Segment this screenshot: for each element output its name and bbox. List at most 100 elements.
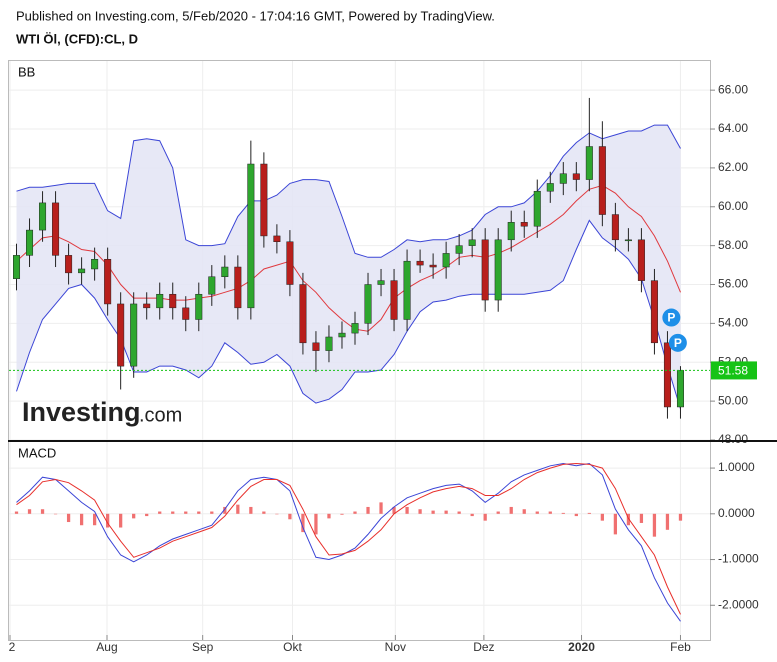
last-price-label: 51.58 xyxy=(718,364,748,378)
band-line xyxy=(16,184,681,332)
histogram-bar xyxy=(119,513,123,528)
chart-title: WTI Öl, (CFD):CL, D xyxy=(16,31,138,46)
candle-body xyxy=(390,280,398,320)
candle-body xyxy=(572,173,580,180)
histogram-bar xyxy=(53,513,58,515)
candle-body xyxy=(182,307,190,320)
histogram-bar xyxy=(275,513,279,515)
y-tick-label: -2.0000 xyxy=(718,597,759,611)
y-tick-label: 1.0000 xyxy=(718,460,755,474)
histogram-bar xyxy=(288,513,292,520)
candle-body xyxy=(676,370,684,408)
y-tick-label: 50.00 xyxy=(718,393,748,407)
y-tick-label: 0.0000 xyxy=(718,506,755,520)
histogram-bar xyxy=(548,511,552,514)
candle-body xyxy=(598,146,606,215)
x-tick-label: Aug xyxy=(96,640,117,654)
chart-subtitle: Published on Investing.com, 5/Feb/2020 -… xyxy=(16,8,495,23)
candle-body xyxy=(416,260,424,266)
histogram-bar xyxy=(639,513,644,523)
candle-body xyxy=(650,280,658,344)
x-tick-label: 2020 xyxy=(568,640,595,654)
line xyxy=(16,462,681,622)
candle-body xyxy=(364,284,372,324)
histogram-bar xyxy=(27,509,32,514)
y-tick-label: 66.00 xyxy=(718,82,748,96)
band-fill xyxy=(16,125,681,409)
y-tick-label: 62.00 xyxy=(718,160,748,174)
x-tick-label: Nov xyxy=(385,640,406,654)
histogram-bar xyxy=(392,506,396,514)
overlay: 51.58 xyxy=(711,361,757,380)
candle-body xyxy=(533,190,541,227)
histogram-bar xyxy=(314,513,318,535)
histogram-bar xyxy=(379,502,383,514)
candle-body xyxy=(455,245,463,254)
watermark-suffix: .com xyxy=(139,404,182,426)
histogram-bar xyxy=(366,506,370,514)
y-tick-label: 56.00 xyxy=(718,277,748,291)
y-tick-label: -1.0000 xyxy=(718,552,759,566)
histogram-bar xyxy=(236,504,240,514)
x-tick-label: Okt xyxy=(283,640,302,654)
histogram-bar xyxy=(106,513,110,528)
candle-body xyxy=(299,284,307,344)
candle-body xyxy=(26,229,34,256)
line xyxy=(16,462,681,615)
candle-body xyxy=(286,241,294,285)
histogram-bar xyxy=(145,513,149,517)
histogram-bar xyxy=(132,513,136,519)
candle-body xyxy=(195,293,203,320)
histogram-bar xyxy=(535,511,539,514)
candle-body xyxy=(624,239,632,242)
histogram-bar xyxy=(678,513,683,521)
candle-body xyxy=(351,323,359,334)
candle-body xyxy=(546,183,554,192)
candle-body xyxy=(468,239,476,246)
candle-body xyxy=(507,222,515,241)
last-price-box xyxy=(711,361,757,380)
annotation-label: P xyxy=(674,336,682,350)
histogram-bar xyxy=(561,512,565,514)
histogram-bar xyxy=(587,512,591,514)
histogram-bar xyxy=(184,511,188,514)
candle-body xyxy=(429,264,437,268)
histogram-bar xyxy=(522,509,526,514)
candle-body xyxy=(559,173,567,184)
candle-body xyxy=(273,235,281,243)
candle-body xyxy=(130,303,138,367)
histogram-bar xyxy=(14,511,19,514)
histogram-bar xyxy=(431,510,435,514)
panel-label: BB xyxy=(18,64,35,79)
histogram-bar xyxy=(340,513,344,515)
candle-body xyxy=(39,202,47,231)
candle-body xyxy=(234,266,242,309)
histogram-bar xyxy=(444,510,448,514)
histogram-bar xyxy=(405,506,409,514)
y-tick-label: 64.00 xyxy=(718,121,748,135)
candle-body xyxy=(156,293,164,309)
candle-body xyxy=(143,303,151,309)
candle-body xyxy=(221,266,229,277)
histogram-bar xyxy=(353,511,357,514)
annotation-label: P xyxy=(667,311,675,325)
panel-label: MACD xyxy=(18,445,56,460)
histogram-bar xyxy=(457,511,461,514)
histogram-bar xyxy=(210,511,214,514)
histogram-bar xyxy=(496,511,500,514)
candle-body xyxy=(247,163,255,309)
histogram-bar xyxy=(574,513,578,517)
candle-body xyxy=(494,239,502,301)
candle-body xyxy=(104,258,112,305)
histogram-bar xyxy=(470,513,474,517)
candle-body xyxy=(312,342,320,351)
y-tick-label: 60.00 xyxy=(718,199,748,213)
histogram-bar xyxy=(665,513,670,530)
histogram-bar xyxy=(66,513,71,523)
candle-body xyxy=(260,163,268,237)
band-line xyxy=(16,124,681,258)
y-tick-label: 48.00 xyxy=(718,432,748,446)
histogram-bar xyxy=(171,511,175,514)
